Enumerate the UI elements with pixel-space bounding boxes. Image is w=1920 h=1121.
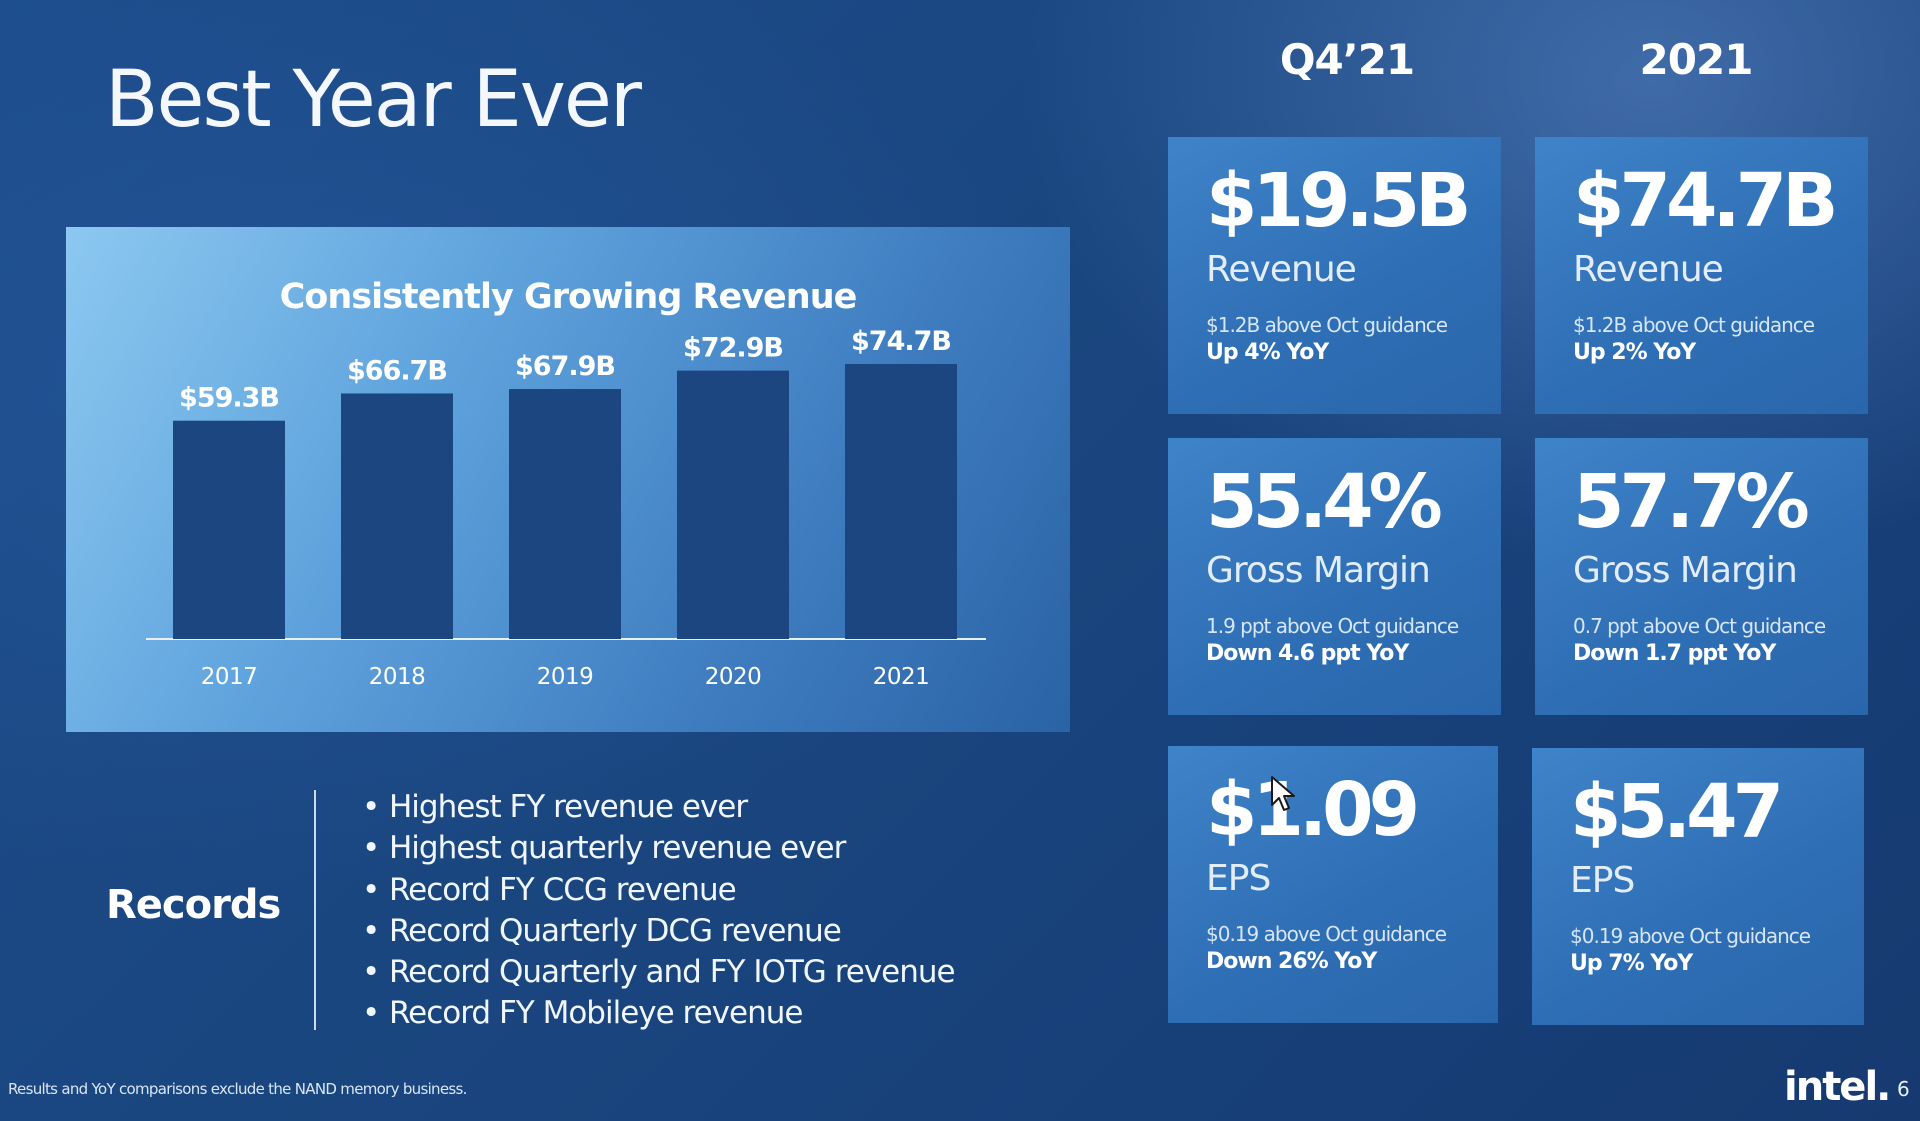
list-item: • Highest quarterly revenue ever	[362, 828, 955, 869]
card-metric: EPS	[1570, 860, 1635, 901]
bullet-icon: •	[362, 912, 380, 949]
card-q4-gross-margin: 55.4% Gross Margin 1.9 ppt above Oct gui…	[1168, 438, 1501, 715]
card-metric: Gross Margin	[1573, 550, 1798, 591]
records-divider	[314, 790, 316, 1030]
record-text: Record FY Mobileye revenue	[389, 995, 803, 1032]
card-value: 57.7%	[1573, 459, 1810, 545]
x-tick-label-2017: 2017	[201, 664, 258, 690]
chart-title: Consistently Growing Revenue	[279, 277, 858, 317]
card-yoy: Down 4.6 ppt YoY	[1206, 641, 1409, 666]
revenue-bar-chart: $59.3B 2017 $66.7B 2018 $67.9B 2019 $72.9B 2020…	[146, 326, 986, 690]
list-item: • Record FY Mobileye revenue	[362, 993, 955, 1034]
card-yoy: Down 26% YoY	[1206, 949, 1377, 974]
bullet-icon: •	[362, 954, 380, 991]
footnote: Results and YoY comparisons exclude the …	[8, 1080, 467, 1098]
revenue-chart-panel: Consistently Growing Revenue $59.3B 2017 $…	[66, 227, 1070, 732]
card-value: $1.09	[1206, 767, 1420, 853]
column-header-2021: 2021	[1639, 35, 1754, 84]
x-tick-label-2021: 2021	[873, 664, 930, 690]
list-item: • Record Quarterly DCG revenue	[362, 911, 955, 952]
card-note: 0.7 ppt above Oct guidance	[1573, 614, 1826, 638]
records-label: Records	[106, 882, 281, 928]
record-text: Record Quarterly and FY IOTG revenue	[389, 954, 956, 991]
bullet-icon: •	[362, 789, 380, 825]
x-tick-label-2018: 2018	[369, 664, 426, 690]
intel-logo: intel.	[1784, 1064, 1891, 1110]
card-note: $0.19 above Oct guidance	[1206, 922, 1447, 946]
card-fy-revenue: $74.7B Revenue $1.2B above Oct guidance …	[1535, 137, 1868, 414]
data-label-2021: $74.7B	[851, 326, 951, 357]
record-text: Highest quarterly revenue ever	[389, 830, 846, 867]
card-value: $74.7B	[1573, 158, 1838, 244]
list-item: • Record Quarterly and FY IOTG revenue	[362, 952, 956, 993]
list-item: • Record FY CCG revenue	[362, 870, 955, 911]
card-note: $1.2B above Oct guidance	[1573, 313, 1815, 337]
record-text: Record Quarterly DCG revenue	[389, 912, 842, 949]
card-value: $5.47	[1570, 769, 1784, 855]
card-fy-eps: $5.47 EPS $0.19 above Oct guidance Up 7%…	[1532, 748, 1864, 1025]
data-label-2019: $67.9B	[515, 351, 615, 382]
bar-2018	[341, 393, 453, 639]
card-yoy: Up 4% YoY	[1206, 340, 1329, 365]
bullet-icon: •	[362, 871, 380, 908]
bar-2017	[173, 420, 285, 639]
record-text: Highest FY revenue ever	[389, 789, 748, 825]
card-value: 55.4%	[1206, 459, 1443, 545]
bullet-icon: •	[362, 995, 380, 1032]
card-note: 1.9 ppt above Oct guidance	[1206, 614, 1459, 638]
bar-2020	[677, 370, 789, 639]
bar-2019	[509, 389, 621, 639]
page-number: 6	[1897, 1077, 1910, 1101]
card-metric: EPS	[1206, 858, 1271, 899]
data-label-2018: $66.7B	[347, 355, 447, 386]
bullet-icon: •	[362, 830, 380, 867]
mouse-cursor-icon	[1271, 776, 1295, 811]
data-label-2017: $59.3B	[179, 383, 279, 414]
card-value: $19.5B	[1206, 158, 1471, 244]
card-note: $1.2B above Oct guidance	[1206, 313, 1448, 337]
card-metric: Revenue	[1206, 249, 1357, 290]
column-header-q4: Q4’21	[1279, 35, 1415, 84]
x-tick-label-2019: 2019	[537, 664, 594, 690]
card-q4-eps: $1.09 EPS $0.19 above Oct guidance Down …	[1168, 746, 1498, 1023]
bar-2021	[845, 364, 957, 639]
list-item: • Highest FY revenue ever	[362, 787, 955, 828]
card-metric: Gross Margin	[1206, 550, 1431, 591]
card-yoy: Up 7% YoY	[1570, 951, 1693, 976]
slide-title: Best Year Ever	[105, 55, 642, 145]
card-note: $0.19 above Oct guidance	[1570, 924, 1811, 948]
data-label-2020: $72.9B	[683, 333, 783, 364]
record-text: Record FY CCG revenue	[389, 871, 737, 908]
x-tick-label-2020: 2020	[705, 664, 762, 690]
card-fy-gross-margin: 57.7% Gross Margin 0.7 ppt above Oct gui…	[1535, 438, 1868, 715]
records-list: • Highest FY revenue ever • Highest quarte…	[362, 787, 956, 1035]
card-metric: Revenue	[1573, 249, 1724, 290]
card-yoy: Up 2% YoY	[1573, 340, 1696, 365]
card-q4-revenue: $19.5B Revenue $1.2B above Oct guidance …	[1168, 137, 1501, 414]
card-yoy: Down 1.7 ppt YoY	[1573, 641, 1776, 666]
